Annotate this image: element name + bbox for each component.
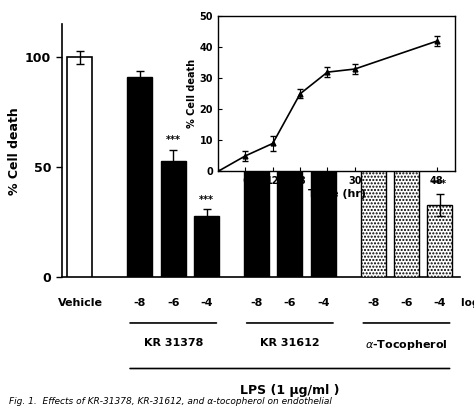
Bar xyxy=(161,161,186,277)
Bar xyxy=(128,77,153,277)
Text: **: ** xyxy=(285,131,295,141)
Text: ***: *** xyxy=(432,180,447,189)
Text: **: ** xyxy=(318,113,328,124)
Text: -4: -4 xyxy=(317,298,329,308)
Text: KR 31378: KR 31378 xyxy=(144,338,203,348)
Text: -6: -6 xyxy=(283,298,296,308)
Text: ***: *** xyxy=(199,195,214,205)
Text: LPS (1 μg/ml ): LPS (1 μg/ml ) xyxy=(240,384,339,397)
Text: -8: -8 xyxy=(134,298,146,308)
Text: -4: -4 xyxy=(434,298,446,308)
Text: ***: *** xyxy=(166,135,181,146)
Bar xyxy=(277,159,302,277)
Bar xyxy=(194,216,219,277)
Bar xyxy=(244,60,269,277)
Text: **: ** xyxy=(401,115,411,126)
Text: log [M]: log [M] xyxy=(462,298,474,308)
X-axis label: Time (hr): Time (hr) xyxy=(308,189,365,199)
Bar xyxy=(361,137,386,277)
Text: $\alpha$-Tocopherol: $\alpha$-Tocopherol xyxy=(365,338,448,352)
Y-axis label: % Cell death: % Cell death xyxy=(8,107,21,195)
Text: KR 31612: KR 31612 xyxy=(260,338,319,348)
Bar xyxy=(310,139,336,277)
Text: Fig. 1.  Effects of KR-31378, KR-31612, and α-tocopherol on endothelial: Fig. 1. Effects of KR-31378, KR-31612, a… xyxy=(9,397,332,406)
Y-axis label: % Cell death: % Cell death xyxy=(187,59,197,129)
Text: Vehicle: Vehicle xyxy=(57,298,102,308)
Bar xyxy=(394,146,419,277)
Text: **: ** xyxy=(368,107,378,117)
Text: -8: -8 xyxy=(367,298,379,308)
Text: -4: -4 xyxy=(201,298,213,308)
Bar xyxy=(427,205,452,277)
Text: -8: -8 xyxy=(250,298,263,308)
Text: -6: -6 xyxy=(167,298,180,308)
Bar xyxy=(67,58,92,277)
Text: -6: -6 xyxy=(400,298,413,308)
